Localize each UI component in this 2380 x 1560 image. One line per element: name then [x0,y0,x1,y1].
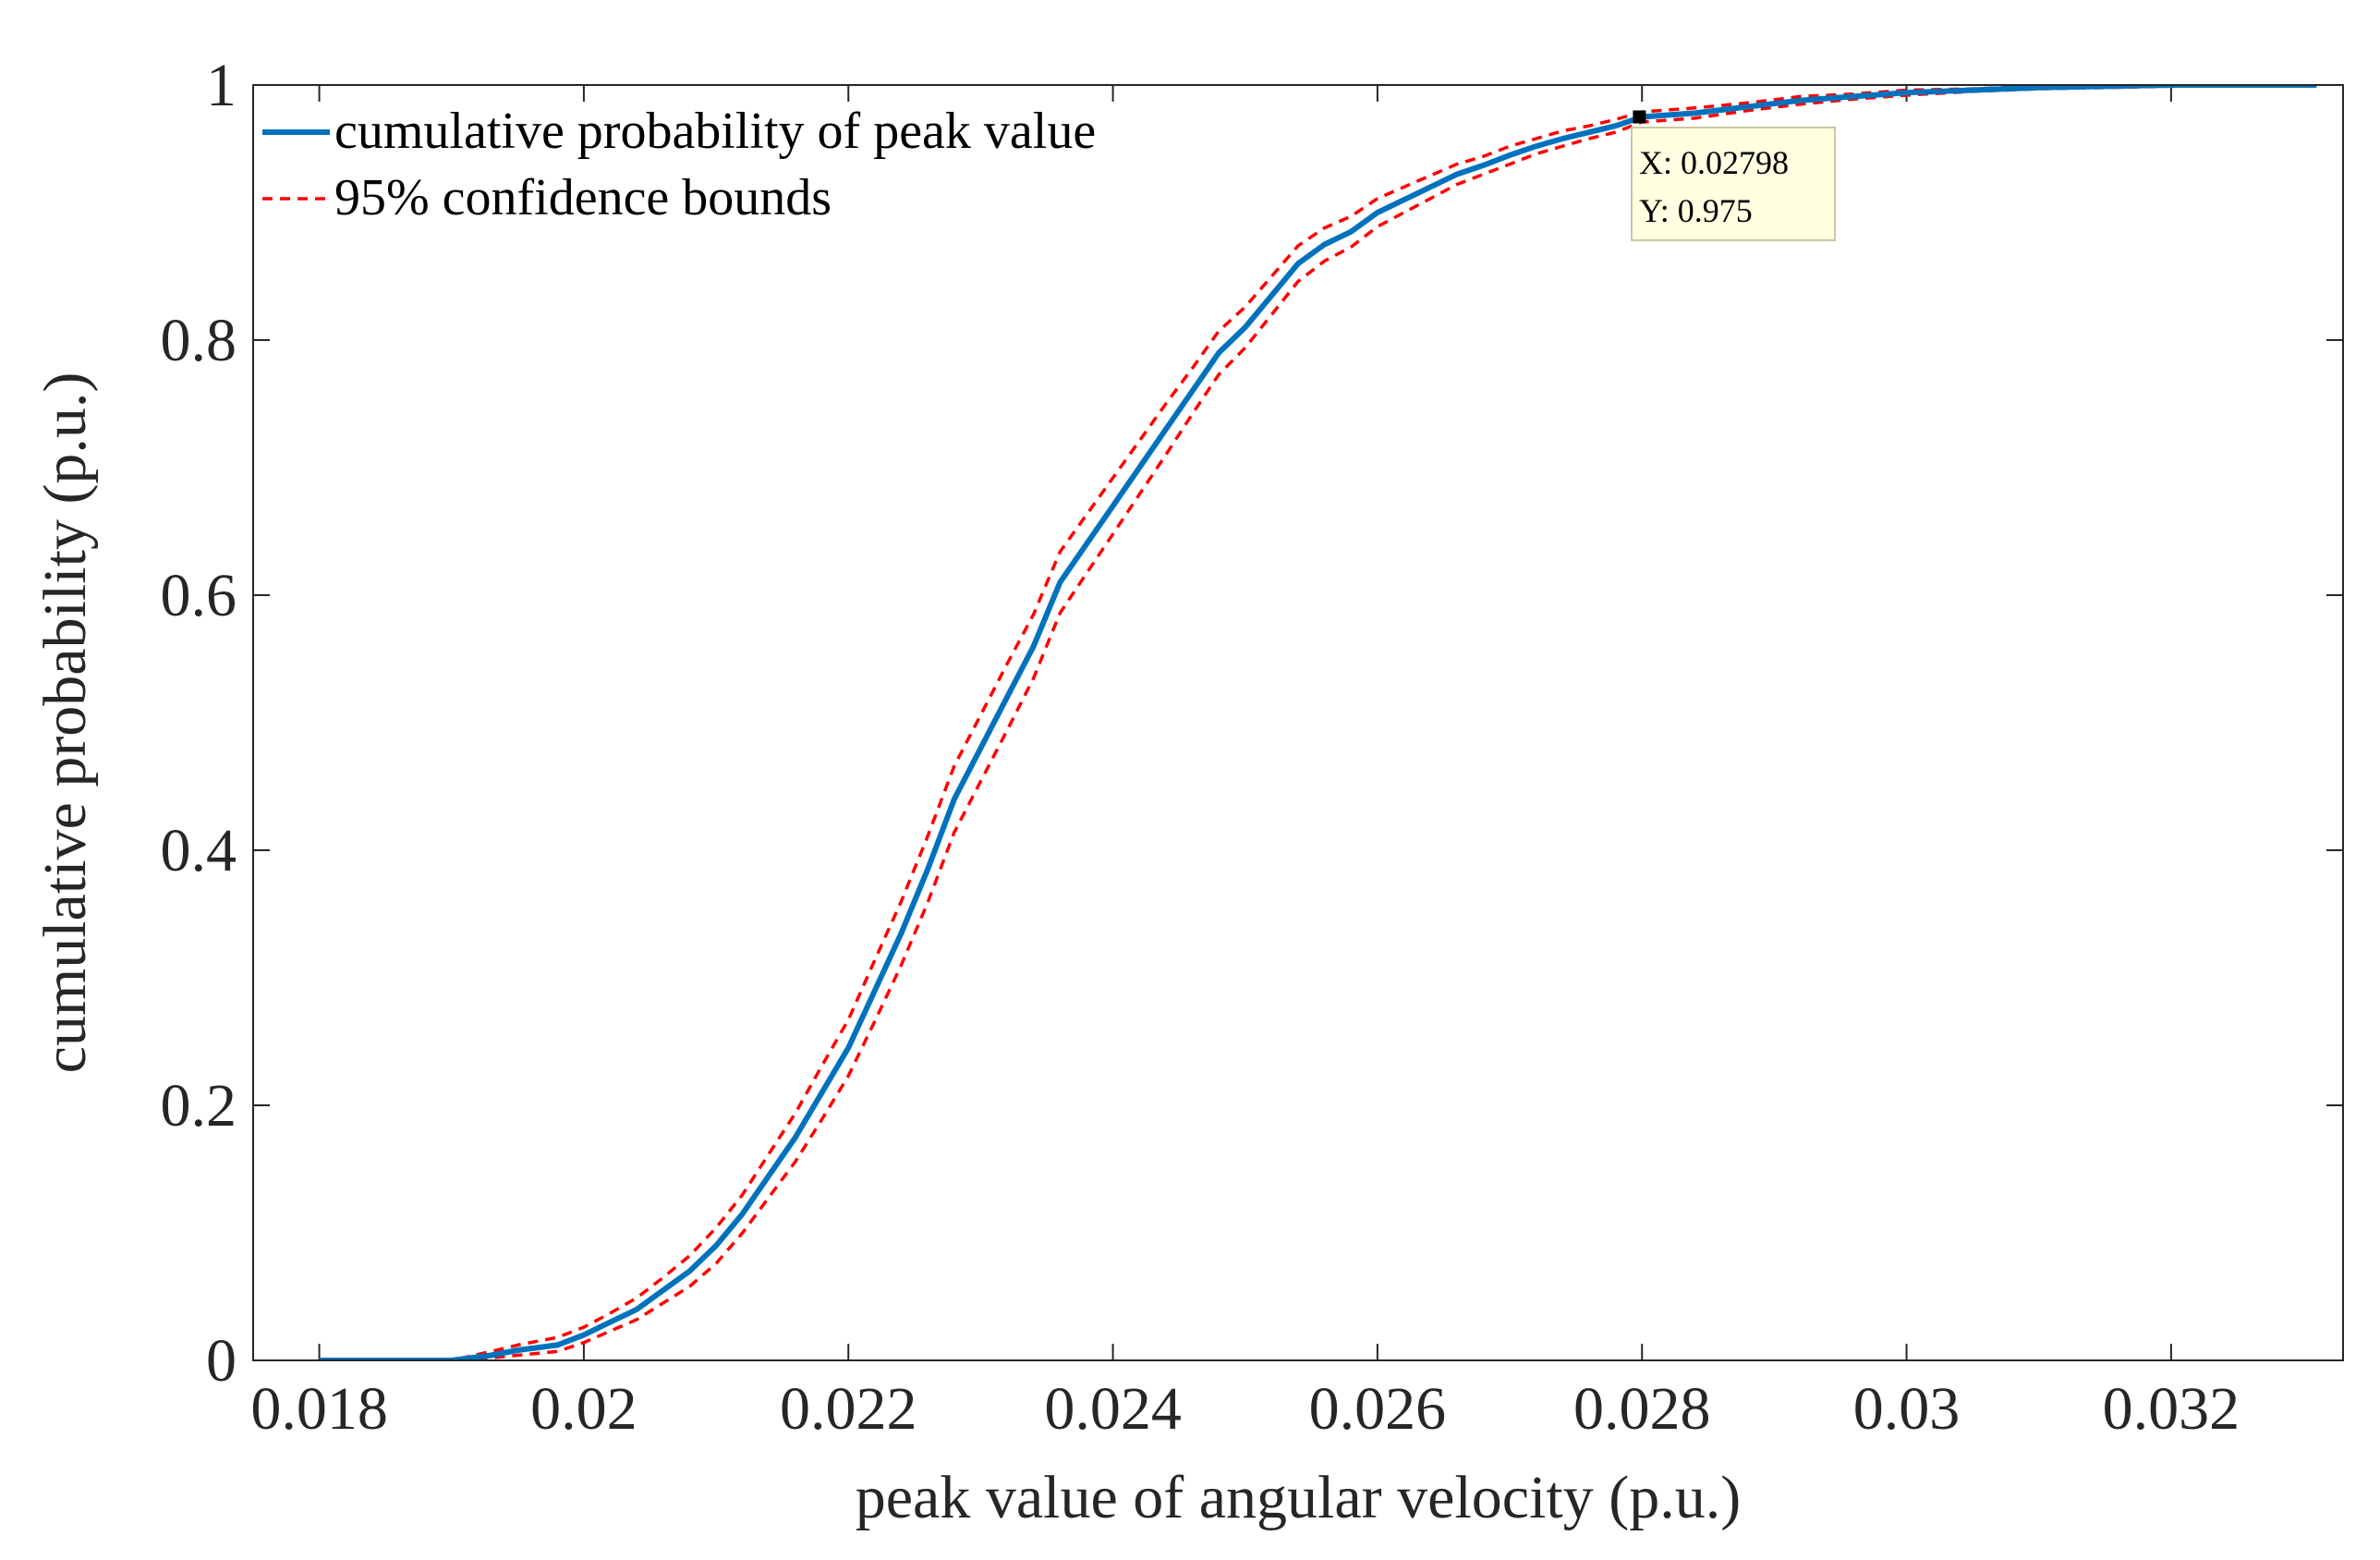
y-tick-labels: 0 0.2 0.4 0.6 0.8 1 [161,52,237,1395]
y-tick-label: 0.6 [161,562,237,629]
plot-area [253,85,2343,1360]
x-tick-labels: 0.018 0.02 0.022 0.024 0.026 0.028 0.03 0.032 [250,1375,2240,1443]
y-tick-label: 0.2 [161,1072,237,1140]
legend[interactable]: cumulative probability of peak value 95%… [262,103,1096,226]
datatip[interactable]: X: 0.02798 Y: 0.975 [1631,110,1836,241]
x-axis-title: peak value of angular velocity (p.u.) [856,1464,1741,1531]
datatip-y-text: Y: 0.975 [1639,192,1753,229]
cdf-line [319,85,2317,1360]
x-tick-label: 0.018 [250,1375,388,1443]
y-axis-title: cumulative probability (p.u.) [31,372,99,1074]
axis-ticks [253,84,2343,1361]
lower-confidence-bound-line [319,85,2317,1360]
x-tick-label: 0.026 [1309,1375,1447,1443]
x-tick-label: 0.03 [1853,1375,1961,1443]
datatip-marker[interactable] [1633,110,1646,124]
y-tick-label: 0.8 [161,307,237,374]
y-tick-label: 0 [206,1327,237,1395]
legend-label-cdf: cumulative probability of peak value [334,103,1096,160]
x-tick-label: 0.028 [1573,1375,1711,1443]
x-tick-label: 0.024 [1044,1375,1182,1443]
upper-confidence-bound-line [319,85,2317,1360]
y-tick-label: 0.4 [161,817,237,884]
x-tick-label: 0.032 [2103,1375,2240,1443]
axes-box [252,84,2344,1361]
x-tick-label: 0.022 [780,1375,917,1443]
datatip-box [1631,127,1836,241]
datatip-x-text: X: 0.02798 [1639,144,1789,181]
y-tick-label: 1 [206,52,237,119]
legend-label-bounds: 95% confidence bounds [334,169,832,226]
data-series [319,85,2317,1360]
x-tick-label: 0.02 [530,1375,638,1443]
